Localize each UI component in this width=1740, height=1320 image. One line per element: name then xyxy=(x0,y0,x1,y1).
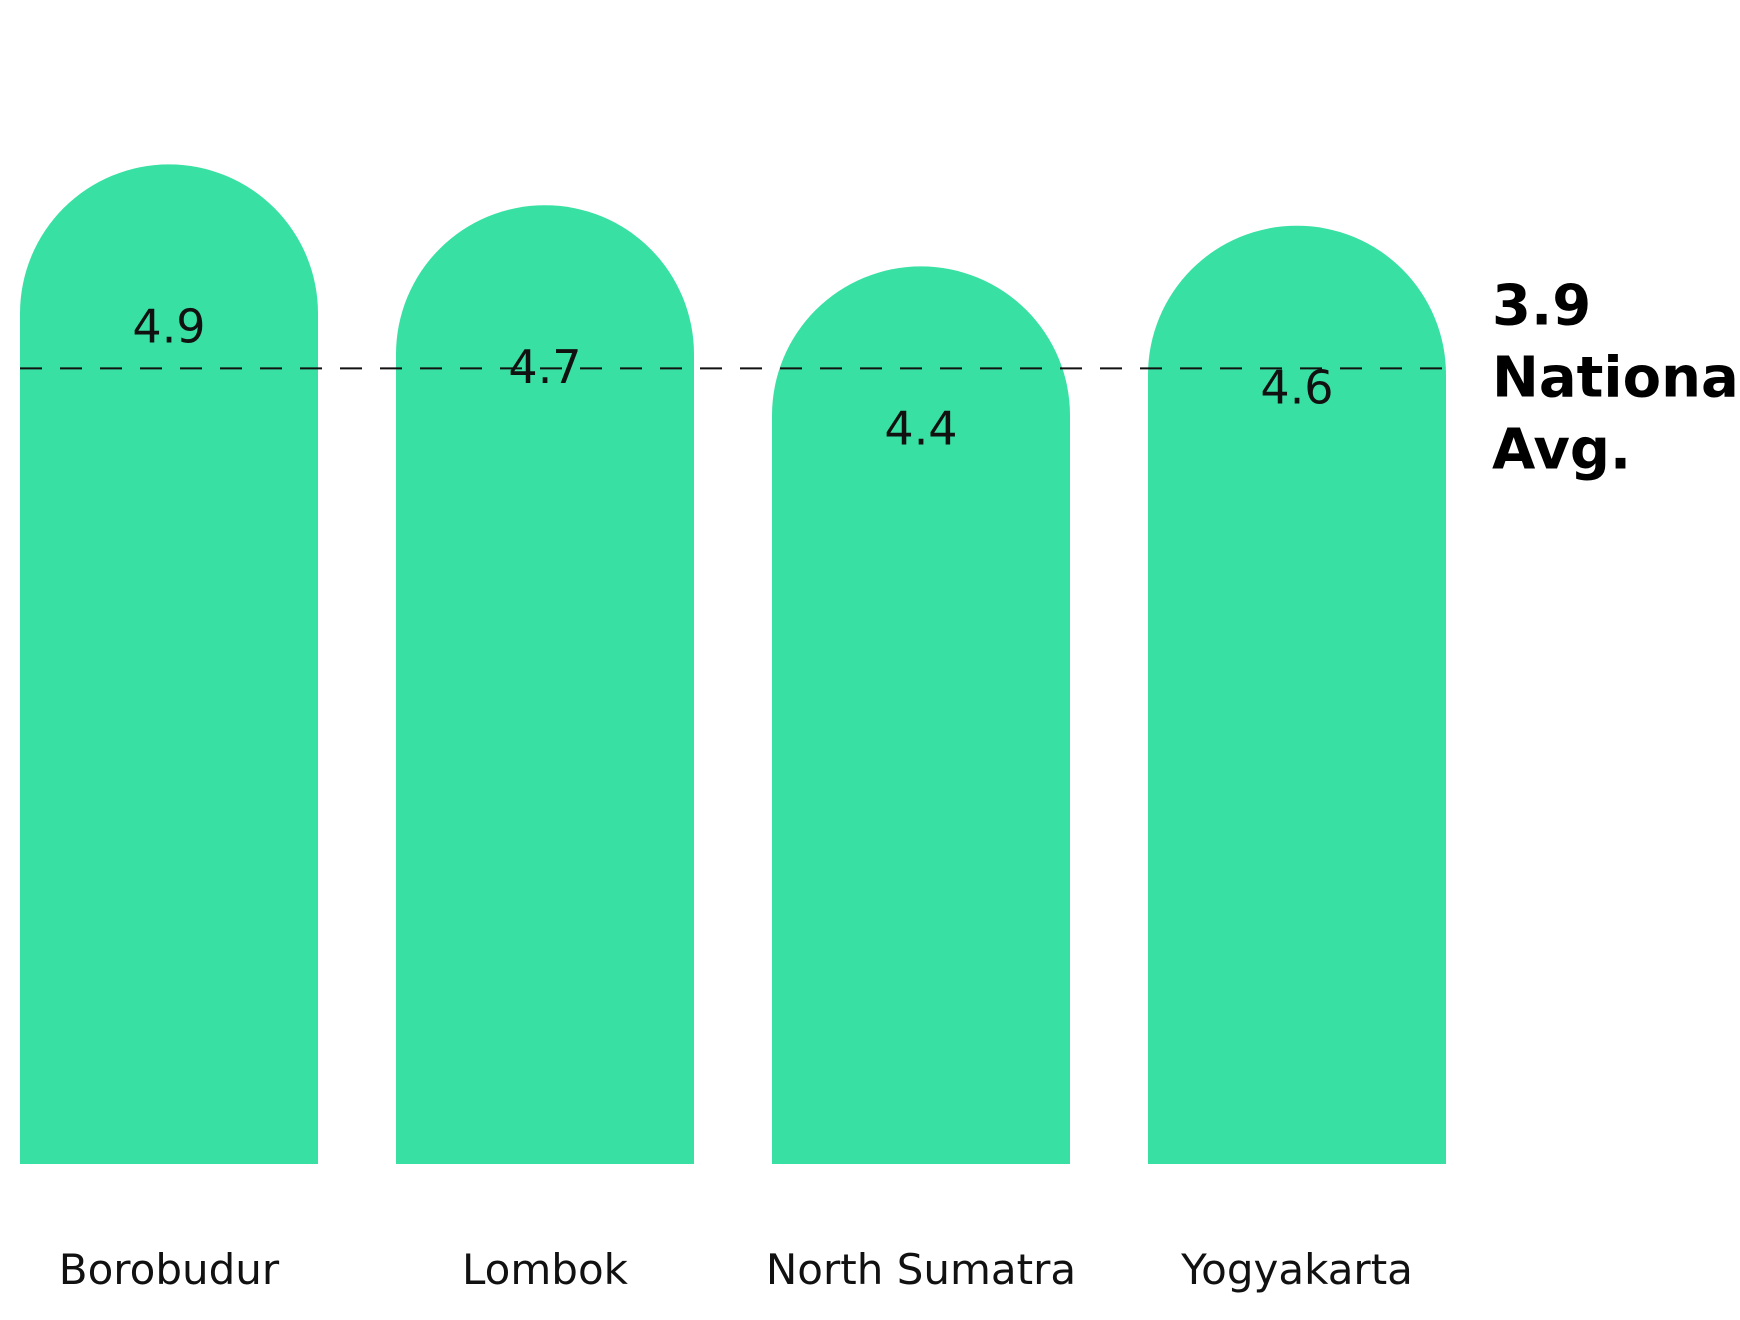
bar-value-label: 4.6 xyxy=(1260,361,1333,415)
bar-borobudur xyxy=(20,164,318,1164)
value-labels-group: 4.9 4.7 4.4 4.6 xyxy=(132,299,1333,455)
bar-yogyakarta xyxy=(1148,225,1446,1165)
bar-north-sumatra xyxy=(772,266,1070,1164)
national-average-label-line: National xyxy=(1492,345,1740,410)
category-label: Yogyakarta xyxy=(1180,1245,1413,1294)
national-average-label-line: Avg. xyxy=(1492,417,1631,482)
bar-value-label: 4.4 xyxy=(884,401,957,455)
category-label: North Sumatra xyxy=(766,1245,1076,1294)
bars-group xyxy=(20,164,1446,1165)
bar-value-label: 4.7 xyxy=(508,340,581,394)
bar-lombok xyxy=(396,205,694,1164)
bar-value-label: 4.9 xyxy=(132,299,205,353)
category-labels-group: Borobudur Lombok North Sumatra Yogyakarta xyxy=(59,1245,1413,1294)
national-average-value: 3.9 xyxy=(1492,273,1591,338)
category-label: Borobudur xyxy=(59,1245,280,1294)
national-average-label: National Avg. xyxy=(1492,345,1740,482)
category-label: Lombok xyxy=(462,1245,629,1294)
